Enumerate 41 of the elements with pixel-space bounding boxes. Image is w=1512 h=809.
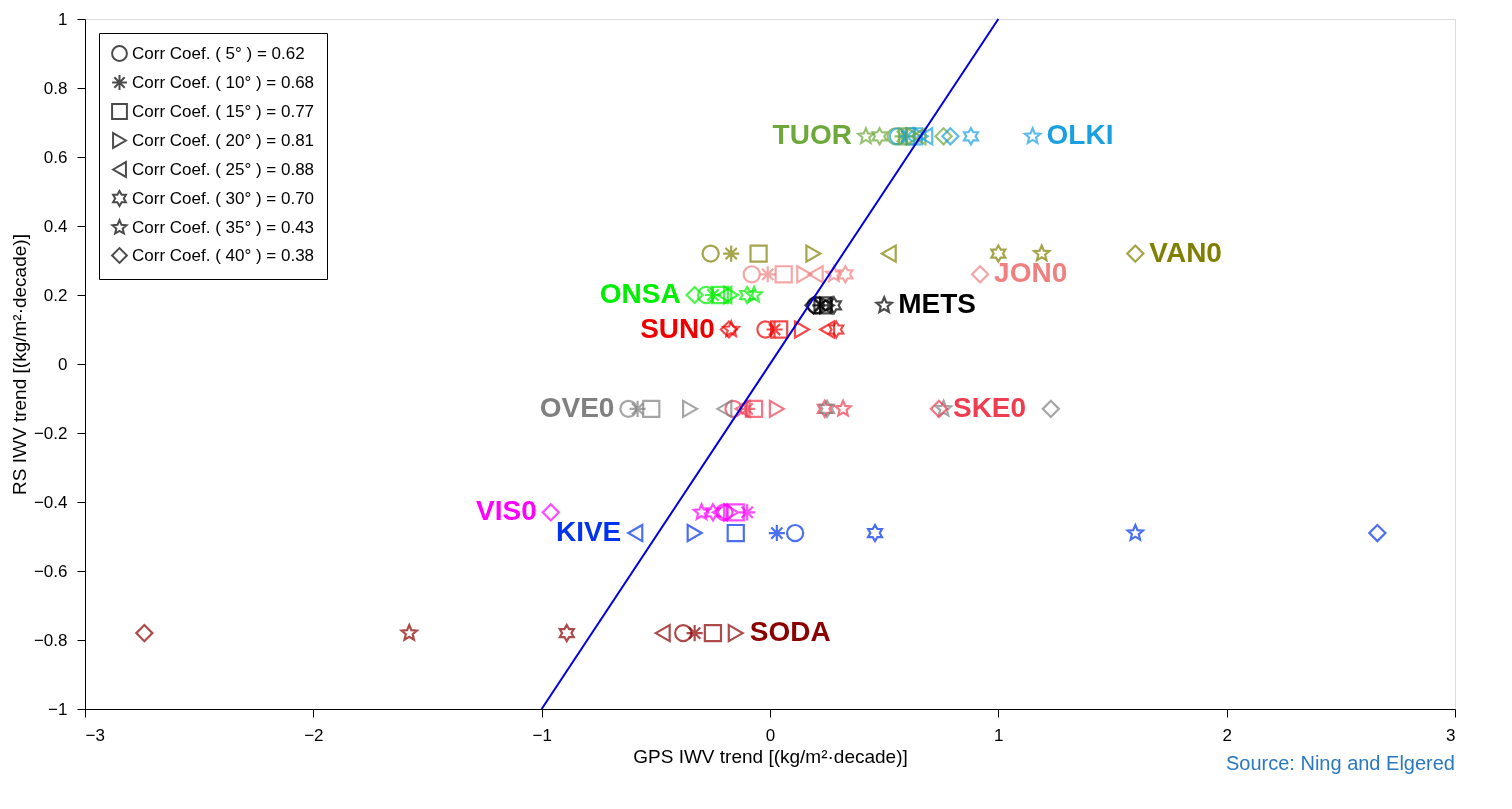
annotation: OLKI [1046,119,1114,151]
x-tick-label: 3 [1446,725,1456,745]
annotation: KIVE [555,516,622,548]
y-tick-label: 0.6 [43,147,68,167]
y-tick-label: −0.6 [33,561,68,581]
y-tick-label: 0.8 [43,78,68,98]
annotation: ONSA [599,278,681,309]
annotation: JON0 [994,257,1068,289]
source-note: Source: Ning and Elgered [1225,752,1455,774]
x-tick-label: 1 [994,725,1004,745]
legend-label: Corr Coef. ( 20° ) = 0.81 [132,130,315,150]
y-tick-label: −0.8 [33,630,68,650]
y-tick-label: 0 [58,354,68,374]
legend-label: Corr Coef. ( 25° ) = 0.88 [132,159,315,179]
annotation: OVE0 [539,391,615,423]
y-tick-label: 1 [58,9,68,29]
y-axis-title: RS IWV trend [(kg/m²·decade)] [8,234,30,495]
legend-label: Corr Coef. ( 5° ) = 0.62 [132,43,305,63]
x-tick-label: 2 [1222,725,1232,745]
y-tick-label: 0.2 [43,285,68,305]
legend-label: Corr Coef. ( 15° ) = 0.77 [132,101,315,121]
y-tick-label: 0.4 [43,216,68,236]
annotation: VAN0 [1149,236,1222,268]
annotation: METS [898,288,976,320]
annotation: SUN0 [640,312,715,344]
annotation: VIS0 [476,495,537,527]
x-tick-label: −3 [85,725,105,745]
annotation: SODA [749,616,831,648]
x-axis-title: GPS IWV trend [(kg/m²·decade)] [633,745,908,767]
legend-label: Corr Coef. ( 10° ) = 0.68 [132,72,315,92]
legend-label: Corr Coef. ( 40° ) = 0.38 [132,245,315,265]
y-tick-label: −0.2 [33,423,68,443]
y-tick-label: −0.4 [33,492,68,512]
annotation: TUOR [772,119,852,151]
annotation: SKE0 [952,391,1027,423]
y-tick-label: −1 [48,699,68,719]
legend-label: Corr Coef. ( 35° ) = 0.43 [132,217,315,237]
x-tick-label: −2 [304,725,324,745]
legend-label: Corr Coef. ( 30° ) = 0.70 [132,188,315,208]
x-tick-label: 0 [765,725,776,745]
x-tick-label: −1 [532,725,552,745]
